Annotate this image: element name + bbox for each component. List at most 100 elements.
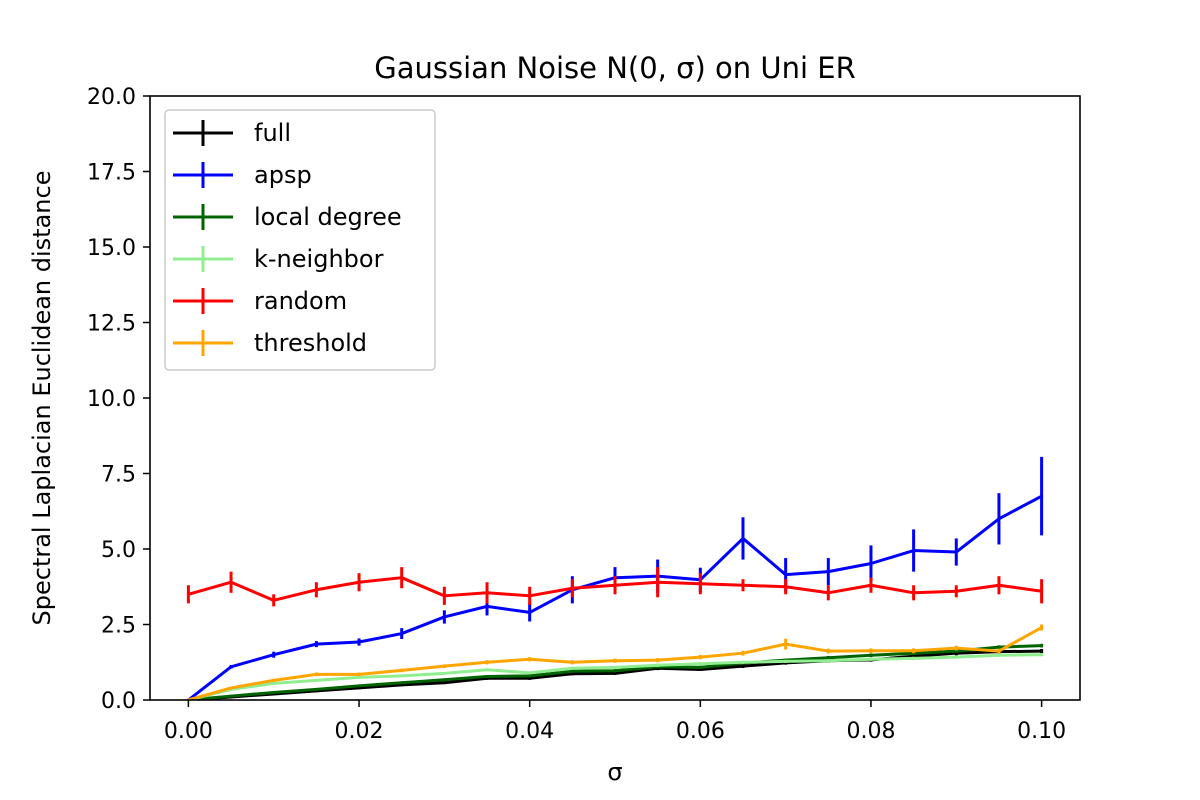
data-point [869,657,873,661]
data-point [1040,649,1044,653]
data-point [357,672,361,676]
data-point [741,583,745,587]
series-random [186,567,1044,607]
data-point [613,671,617,675]
data-point [698,665,702,669]
data-point [570,586,574,590]
data-point [400,576,404,580]
chart-title: Gaussian Noise N(0, σ) on Uni ER [374,51,855,85]
data-point [485,591,489,595]
data-point [570,666,574,670]
data-point [400,681,404,685]
data-point [442,678,446,682]
data-point [485,674,489,678]
legend: full apsp local degree k-neighbor random thre… [164,109,436,371]
data-point [869,561,873,565]
data-point [1040,653,1044,657]
data-point [1040,494,1044,498]
data-point [570,669,574,673]
data-point [442,615,446,619]
x-tick-label: 0.08 [846,719,895,744]
data-point [272,598,276,602]
data-point [741,664,745,668]
x-tick-label: 0.00 [164,719,213,744]
data-point [869,583,873,587]
data-point [954,646,958,650]
legend-item: local degree [173,203,402,231]
data-point [570,660,574,664]
data-point [229,686,233,690]
data-point [357,640,361,644]
data-point [442,594,446,598]
y-tick-label: 2.5 [101,614,136,639]
data-point [314,642,318,646]
data-point [784,585,788,589]
data-point [784,659,788,663]
data-point [869,653,873,657]
data-point [400,632,404,636]
data-point [442,664,446,668]
legend-item: apsp [173,161,312,189]
data-point [528,676,532,680]
y-tick-label: 10.0 [87,387,136,412]
y-tick-label: 20.0 [87,85,136,110]
series-k-neighbor [186,653,1044,700]
legend-label: random [254,287,347,315]
data-point [698,655,702,659]
data-point [314,687,318,691]
data-point [528,594,532,598]
series-local-degree [186,643,1044,700]
data-point [1040,589,1044,593]
data-point [314,588,318,592]
data-point [784,573,788,577]
data-point [997,583,1001,587]
data-point [485,604,489,608]
data-point [698,662,702,666]
data-point [229,665,233,669]
data-point [997,517,1001,521]
data-point [528,674,532,678]
data-point [656,658,660,662]
data-point [826,649,830,653]
data-point [314,672,318,676]
y-tick-label: 7.5 [101,463,136,488]
data-point [954,655,958,659]
data-point [912,656,916,660]
legend-label: apsp [254,161,312,189]
data-point [485,668,489,672]
x-tick-label: 0.02 [335,719,384,744]
data-point [314,678,318,682]
y-tick-label: 0.0 [101,689,136,714]
x-tick-label: 0.04 [505,719,554,744]
axes-ticks: 0.00 0.02 0.04 0.06 0.08 0.10 0.0 2.5 5.0 7.5 10.0… [87,85,1066,744]
data-point [229,694,233,698]
data-point [357,684,361,688]
data-point [912,649,916,653]
data-point [997,653,1001,657]
data-point [912,591,916,595]
data-point [741,651,745,655]
data-point [442,681,446,685]
legend-label: k-neighbor [254,245,384,273]
data-point [826,570,830,574]
data-point [357,675,361,679]
data-point [997,649,1001,653]
data-point [954,550,958,554]
x-tick-label: 0.10 [1017,719,1066,744]
data-point [912,549,916,553]
y-tick-label: 17.5 [87,161,136,186]
data-point [656,580,660,584]
plot-area [186,456,1044,700]
legend-item: random [173,287,347,315]
data-point [826,659,830,663]
y-tick-label: 12.5 [87,312,136,337]
data-point [400,674,404,678]
series-threshold [186,624,1044,700]
data-point [869,649,873,653]
y-axis-label: Spectral Laplacian Euclidean distance [28,171,56,626]
data-point [272,678,276,682]
data-point [613,583,617,587]
data-point [613,669,617,673]
data-point [272,690,276,694]
data-point [400,668,404,672]
